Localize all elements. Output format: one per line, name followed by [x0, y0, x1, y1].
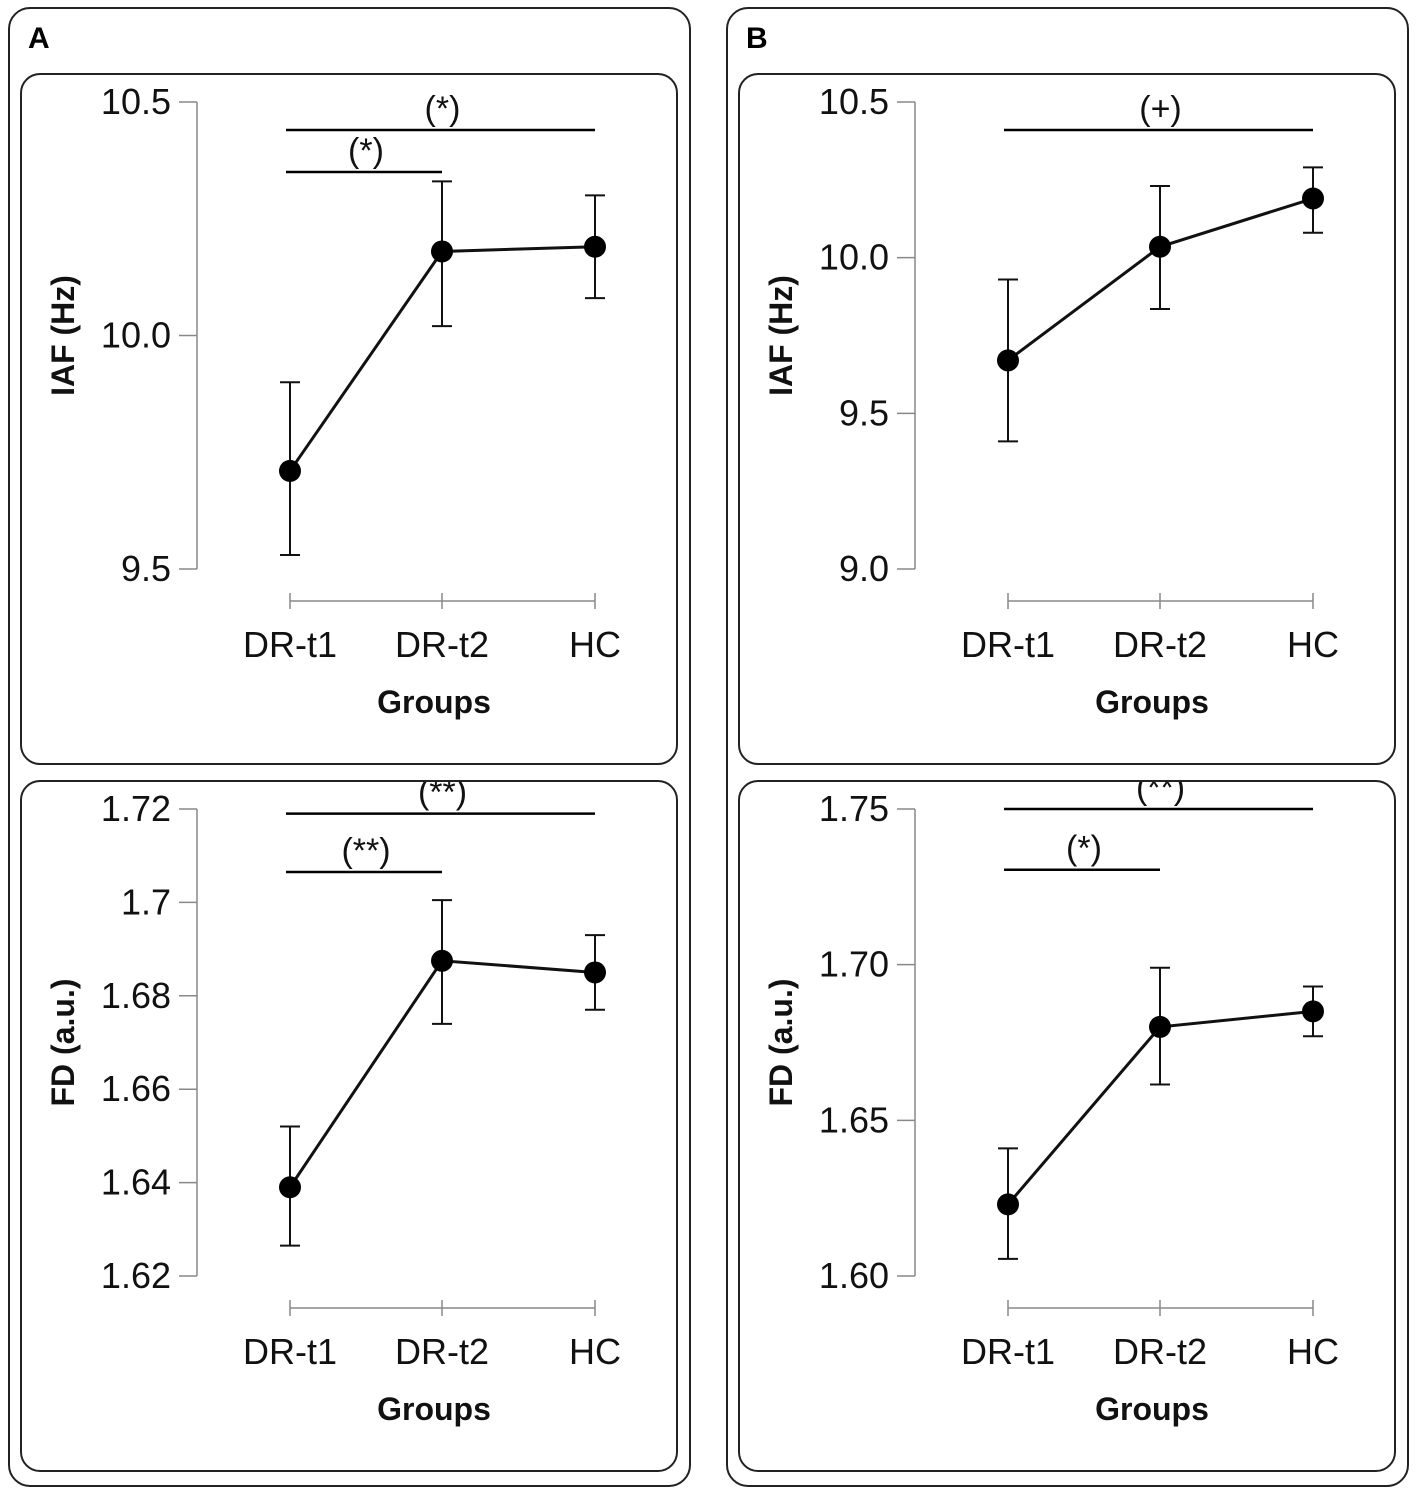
y-tick-label: 10.5 [101, 81, 171, 122]
x-tick-label: DR-t1 [961, 624, 1055, 665]
y-tick-label: 1.65 [819, 1099, 889, 1140]
x-axis-title: Groups [377, 1391, 491, 1427]
significance-label: (**) [341, 832, 390, 870]
y-tick-label: 1.70 [819, 944, 889, 985]
x-tick-label: DR-t2 [395, 624, 489, 665]
chart-a-fd: 1.62 1.64 1.66 1.68 1.7 1.72 DR-t1 DR-t2 HC Group… [20, 780, 678, 1472]
chart-a-fd-svg: 1.62 1.64 1.66 1.68 1.7 1.72 DR-t1 DR-t2 HC Group… [45, 782, 621, 1427]
y-tick-label: 10.0 [819, 237, 889, 278]
chart-a-iaf-svg: 9.5 10.0 10.5 DR-t1 DR-t2 HC Groups IAF (Hz) (*)… [45, 81, 621, 720]
x-axis-title: Groups [1095, 684, 1209, 720]
significance-label: (+) [1139, 90, 1182, 128]
data-point [1302, 187, 1324, 210]
y-tick-label: 1.7 [121, 881, 171, 922]
y-tick-label: 10.5 [819, 81, 889, 122]
chart-b-fd: 1.60 1.65 1.70 1.75 DR-t1 DR-t2 HC Groups FD (a.… [738, 780, 1396, 1472]
chart-b-iaf-svg: 9.0 9.5 10.0 10.5 DR-t1 DR-t2 HC Groups IAF (Hz)… [763, 81, 1339, 720]
y-tick-label: 1.72 [101, 788, 171, 829]
panel-b-letter: B [746, 22, 768, 55]
x-tick-label: HC [569, 1331, 621, 1372]
y-axis-title: FD (a.u.) [763, 979, 799, 1107]
data-point [431, 949, 453, 972]
panel-a-letter: A [28, 22, 50, 55]
y-tick-label: 1.68 [101, 975, 171, 1016]
y-tick-label: 10.0 [101, 315, 171, 356]
data-point [431, 240, 453, 263]
x-tick-label: DR-t2 [395, 1331, 489, 1372]
x-tick-label: DR-t2 [1113, 624, 1207, 665]
data-point [584, 235, 606, 258]
data-point [997, 1193, 1019, 1216]
data-point [279, 459, 301, 482]
significance-label: (**) [418, 782, 467, 812]
significance-label: (*) [425, 90, 461, 128]
y-tick-label: 1.64 [101, 1162, 171, 1203]
y-tick-label: 1.60 [819, 1255, 889, 1296]
x-tick-label: DR-t1 [243, 624, 337, 665]
data-point [997, 349, 1019, 372]
y-tick-label: 1.66 [101, 1068, 171, 1109]
y-axis-title: IAF (Hz) [45, 275, 81, 396]
x-axis-title: Groups [377, 684, 491, 720]
y-tick-label: 9.5 [121, 548, 171, 589]
data-point [279, 1176, 301, 1199]
x-tick-label: HC [1287, 624, 1339, 665]
chart-b-fd-svg: 1.60 1.65 1.70 1.75 DR-t1 DR-t2 HC Groups FD (a.… [763, 782, 1339, 1427]
x-tick-label: DR-t1 [243, 1331, 337, 1372]
y-axis-title: IAF (Hz) [763, 275, 799, 396]
y-tick-label: 9.0 [839, 548, 889, 589]
y-tick-label: 1.62 [101, 1255, 171, 1296]
data-point [584, 961, 606, 984]
y-axis-title: FD (a.u.) [45, 979, 81, 1107]
x-tick-label: DR-t2 [1113, 1331, 1207, 1372]
data-point [1149, 1015, 1171, 1038]
x-axis-title: Groups [1095, 1391, 1209, 1427]
x-tick-label: HC [1287, 1331, 1339, 1372]
chart-b-iaf: 9.0 9.5 10.0 10.5 DR-t1 DR-t2 HC Groups IAF (Hz)… [738, 73, 1396, 765]
x-tick-label: DR-t1 [961, 1331, 1055, 1372]
significance-label: (*) [1066, 830, 1102, 868]
y-tick-label: 9.5 [839, 392, 889, 433]
y-tick-label: 1.75 [819, 788, 889, 829]
significance-label: (**) [1136, 782, 1185, 807]
x-tick-label: HC [569, 624, 621, 665]
data-point [1302, 1000, 1324, 1023]
significance-label: (*) [348, 132, 384, 170]
data-point [1149, 235, 1171, 258]
chart-a-iaf: 9.5 10.0 10.5 DR-t1 DR-t2 HC Groups IAF (Hz) (*)… [20, 73, 678, 765]
